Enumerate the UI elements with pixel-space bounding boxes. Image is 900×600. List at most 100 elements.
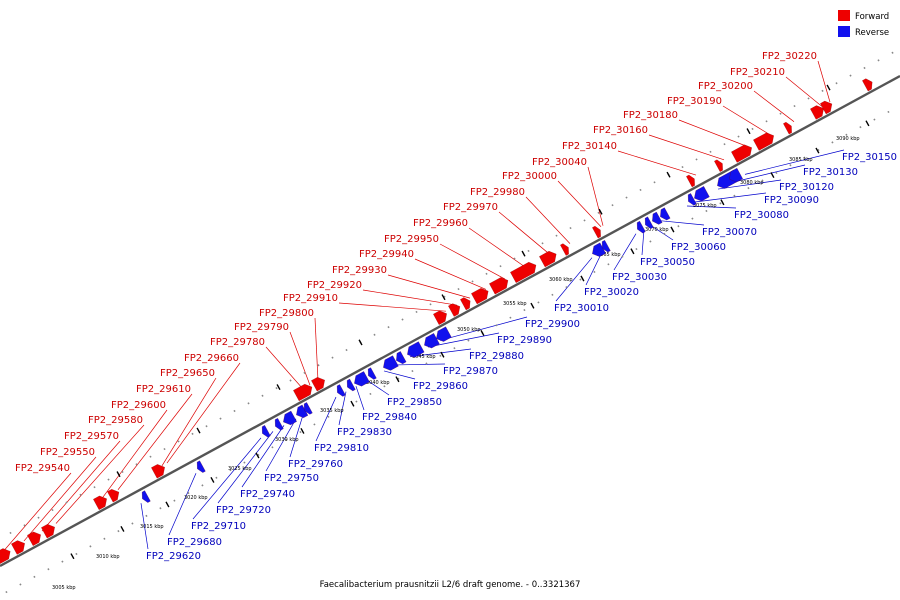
reverse-gene-label[interactable]: FP2_29890 xyxy=(497,335,552,346)
reverse-gene[interactable] xyxy=(649,211,663,226)
reverse-gene-label[interactable]: FP2_30010 xyxy=(554,303,609,314)
reverse-gene-label[interactable]: FP2_29740 xyxy=(240,489,295,500)
reverse-gene-label[interactable]: FP2_29870 xyxy=(443,366,498,377)
reverse-gene[interactable] xyxy=(365,367,377,381)
forward-gene[interactable] xyxy=(293,382,315,402)
forward-gene-label[interactable]: FP2_29610 xyxy=(136,384,191,395)
reverse-gene-label[interactable]: FP2_30060 xyxy=(671,242,726,253)
forward-gene[interactable] xyxy=(27,529,43,546)
forward-gene[interactable] xyxy=(433,308,449,325)
forward-gene-label[interactable]: FP2_30200 xyxy=(698,81,753,92)
reverse-gene[interactable] xyxy=(657,207,671,222)
reverse-gene-label[interactable]: FP2_30070 xyxy=(702,227,757,238)
reverse-gene-label[interactable]: FP2_29900 xyxy=(525,319,580,330)
forward-gene-label[interactable]: FP2_30180 xyxy=(623,110,678,121)
reverse-gene-label[interactable]: FP2_29830 xyxy=(337,427,392,438)
forward-gene[interactable] xyxy=(862,77,875,92)
forward-gene[interactable] xyxy=(471,286,491,305)
forward-gene-label[interactable]: FP2_29800 xyxy=(259,308,314,319)
reverse-gene[interactable] xyxy=(726,168,743,184)
forward-gene[interactable] xyxy=(686,174,697,188)
reverse-gene[interactable] xyxy=(334,384,346,397)
forward-gene[interactable] xyxy=(107,487,122,503)
forward-gene-label[interactable]: FP2_29600 xyxy=(111,400,166,411)
reverse-gene-label[interactable]: FP2_29860 xyxy=(413,381,468,392)
forward-gene[interactable] xyxy=(93,494,109,510)
reverse-gene-label[interactable]: FP2_29620 xyxy=(146,551,201,562)
forward-gene[interactable] xyxy=(489,275,511,295)
forward-gene-label[interactable]: FP2_29660 xyxy=(184,353,239,364)
reverse-gene-label[interactable]: FP2_30050 xyxy=(640,257,695,268)
reverse-gene-label[interactable]: FP2_29810 xyxy=(314,443,369,454)
reverse-gene[interactable] xyxy=(691,186,710,203)
forward-gene-label[interactable]: FP2_29540 xyxy=(15,463,70,474)
reverse-gene[interactable] xyxy=(589,242,606,259)
reverse-gene[interactable] xyxy=(272,418,284,431)
reverse-gene[interactable] xyxy=(194,460,206,474)
reverse-gene-label[interactable]: FP2_29880 xyxy=(469,351,524,362)
reverse-gene-label[interactable]: FP2_30150 xyxy=(842,152,897,163)
forward-gene-label[interactable]: FP2_29580 xyxy=(88,415,143,426)
forward-gene-label[interactable]: FP2_29550 xyxy=(40,447,95,458)
reverse-gene[interactable] xyxy=(433,326,452,344)
forward-gene[interactable] xyxy=(510,260,539,283)
reverse-gene[interactable] xyxy=(139,490,151,504)
forward-gene-label[interactable]: FP2_30160 xyxy=(593,125,648,136)
reverse-gene[interactable] xyxy=(380,355,399,373)
reverse-gene-label[interactable]: FP2_29720 xyxy=(216,505,271,516)
reverse-gene[interactable] xyxy=(421,333,440,350)
reverse-gene[interactable] xyxy=(301,402,313,415)
forward-gene-label[interactable]: FP2_29930 xyxy=(332,265,387,276)
forward-gene[interactable] xyxy=(539,249,559,268)
reverse-gene-label[interactable]: FP2_30090 xyxy=(764,195,819,206)
forward-gene[interactable] xyxy=(0,546,13,565)
forward-gene[interactable] xyxy=(592,225,603,239)
forward-gene[interactable] xyxy=(41,522,57,539)
forward-gene-label[interactable]: FP2_30000 xyxy=(502,171,557,182)
reverse-gene[interactable] xyxy=(404,341,425,360)
reverse-gene[interactable] xyxy=(393,351,407,365)
reverse-gene-label[interactable]: FP2_29710 xyxy=(191,521,246,532)
reverse-gene-label[interactable]: FP2_30080 xyxy=(734,210,789,221)
forward-gene-label[interactable]: FP2_29910 xyxy=(283,293,338,304)
reverse-gene[interactable] xyxy=(599,240,611,253)
reverse-gene[interactable] xyxy=(344,378,356,392)
reverse-gene[interactable] xyxy=(293,404,309,420)
forward-gene[interactable] xyxy=(753,130,776,151)
reverse-gene-label[interactable]: FP2_29840 xyxy=(362,412,417,423)
reverse-gene[interactable] xyxy=(259,425,271,438)
reverse-gene[interactable] xyxy=(634,220,646,234)
forward-gene-label[interactable]: FP2_30140 xyxy=(562,141,617,152)
reverse-gene-label[interactable]: FP2_30130 xyxy=(803,167,858,178)
forward-gene[interactable] xyxy=(714,158,725,172)
forward-gene-label[interactable]: FP2_30220 xyxy=(762,51,817,62)
forward-gene[interactable] xyxy=(460,296,473,311)
forward-gene[interactable] xyxy=(448,301,463,317)
reverse-gene-label[interactable]: FP2_29750 xyxy=(264,473,319,484)
reverse-gene-label[interactable]: FP2_29850 xyxy=(387,397,442,408)
forward-gene[interactable] xyxy=(810,103,826,120)
reverse-gene[interactable] xyxy=(685,193,697,206)
forward-gene-label[interactable]: FP2_29950 xyxy=(384,234,439,245)
forward-gene[interactable] xyxy=(11,538,27,555)
forward-gene-label[interactable]: FP2_29570 xyxy=(64,431,119,442)
forward-gene-label[interactable]: FP2_29780 xyxy=(210,337,265,348)
forward-gene-label[interactable]: FP2_30210 xyxy=(730,67,785,78)
forward-gene-label[interactable]: FP2_30040 xyxy=(532,157,587,168)
forward-gene[interactable] xyxy=(560,242,571,256)
reverse-gene-label[interactable]: FP2_30120 xyxy=(779,182,834,193)
reverse-gene-label[interactable]: FP2_30020 xyxy=(584,287,639,298)
forward-gene-label[interactable]: FP2_29970 xyxy=(443,202,498,213)
reverse-gene[interactable] xyxy=(642,216,654,230)
forward-gene[interactable] xyxy=(820,99,835,115)
forward-gene-label[interactable]: FP2_29980 xyxy=(470,187,525,198)
forward-gene-label[interactable]: FP2_29650 xyxy=(160,368,215,379)
forward-gene[interactable] xyxy=(731,142,754,163)
forward-gene-label[interactable]: FP2_30190 xyxy=(667,96,722,107)
reverse-gene-label[interactable]: FP2_29760 xyxy=(288,459,343,470)
forward-gene-label[interactable]: FP2_29790 xyxy=(234,322,289,333)
reverse-gene-label[interactable]: FP2_30030 xyxy=(612,272,667,283)
forward-gene-label[interactable]: FP2_29960 xyxy=(413,218,468,229)
forward-gene-label[interactable]: FP2_29920 xyxy=(307,280,362,291)
forward-gene[interactable] xyxy=(783,121,794,135)
